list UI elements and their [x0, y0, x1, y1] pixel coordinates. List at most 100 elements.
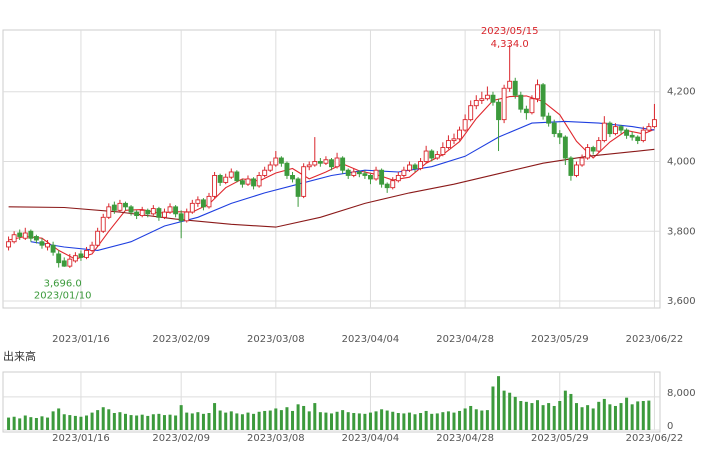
y-tick-label: 4,000	[667, 157, 696, 168]
candle-body	[95, 230, 101, 246]
volume-bar	[23, 415, 27, 430]
candle-body	[613, 126, 618, 135]
volume-bar	[558, 401, 562, 430]
candle-body	[234, 171, 240, 182]
candle-body	[574, 164, 579, 176]
volume-bar	[263, 410, 267, 430]
candle-body	[462, 119, 468, 131]
volume-bar	[51, 411, 55, 430]
volume-bar	[330, 413, 333, 430]
candle-body	[267, 164, 273, 171]
candle-body	[150, 208, 156, 215]
candle-body	[290, 175, 295, 180]
x-tick-label: 2023/02/09	[152, 433, 210, 444]
candle-body	[423, 150, 429, 162]
candle-body	[546, 115, 552, 124]
candle-body	[128, 206, 134, 213]
candle-body	[640, 129, 646, 142]
annotation-value: 4,334.0	[491, 39, 529, 50]
candle-body	[551, 122, 557, 135]
candle-body	[56, 253, 62, 264]
candle-body	[61, 260, 67, 267]
volume-bar	[636, 401, 640, 430]
candle-body	[429, 150, 435, 159]
candle-body	[512, 80, 518, 96]
candle-body	[306, 164, 312, 168]
volume-bar	[257, 411, 261, 430]
candle-body	[406, 164, 412, 171]
volume-bar	[57, 408, 61, 430]
candle-body	[50, 244, 56, 253]
candle-body	[507, 80, 513, 89]
candle-body	[178, 213, 184, 222]
volume-bar	[168, 414, 172, 430]
candle-body	[635, 136, 641, 142]
volume-bar	[541, 405, 545, 430]
candle-body	[11, 234, 17, 243]
candle-body	[373, 169, 379, 180]
candle-body	[518, 94, 524, 110]
volume-bar	[597, 401, 601, 430]
candle-body	[273, 157, 279, 166]
candle-body	[111, 204, 117, 211]
candle-body	[33, 236, 39, 241]
candle-body	[540, 84, 546, 117]
volume-bar	[129, 415, 133, 430]
candle-body	[156, 208, 162, 218]
volume-bar	[90, 412, 94, 430]
volume-bar	[112, 413, 116, 430]
volume-bar	[135, 415, 139, 430]
volume-bar	[513, 396, 517, 430]
volume-bar	[563, 390, 567, 430]
x-tick-label: 2023/05/29	[531, 433, 589, 444]
volume-bar	[96, 410, 100, 430]
volume-bar	[218, 410, 222, 430]
candle-body	[334, 157, 340, 168]
candle-body	[468, 105, 474, 121]
volume-bar	[363, 413, 367, 430]
volume-bar	[285, 407, 289, 430]
volume-bar	[46, 417, 50, 430]
candle-body	[451, 138, 457, 142]
volume-bar	[318, 412, 322, 430]
volume-bar	[452, 412, 456, 430]
candle-body	[312, 161, 318, 166]
volume-bar	[246, 412, 250, 430]
candle-body	[412, 164, 418, 169]
volume-bar	[508, 392, 512, 430]
volume-bar	[313, 403, 317, 430]
volume-bar	[179, 405, 183, 430]
volume-bar	[469, 405, 473, 430]
volume-bar	[485, 410, 489, 430]
candle-body	[624, 129, 630, 136]
candle-body	[618, 126, 624, 131]
candle-body	[123, 202, 128, 208]
candle-body	[368, 175, 373, 180]
volume-bar	[385, 410, 389, 430]
volume-bar	[497, 376, 501, 430]
volume-bar	[40, 416, 44, 430]
candle-body	[434, 154, 440, 159]
volume-bar	[435, 413, 439, 430]
volume-bar	[229, 411, 233, 430]
candle-body	[212, 175, 218, 197]
volume-bar	[524, 401, 528, 430]
candle-body	[351, 171, 357, 176]
candle-body	[173, 206, 179, 215]
volume-bar	[291, 410, 295, 430]
candle-body	[295, 178, 301, 197]
candle-body	[72, 255, 78, 262]
volume-bar	[419, 413, 423, 430]
annotation-value: 3,696.0	[44, 279, 82, 290]
volume-bar	[602, 398, 606, 430]
candle-body	[585, 147, 591, 159]
candle-body	[39, 241, 45, 246]
candle-body	[568, 157, 574, 176]
volume-bar	[279, 410, 283, 430]
candle-body	[651, 119, 657, 128]
volume-bar	[630, 404, 634, 430]
volume-bar	[146, 415, 150, 430]
volume-bar	[474, 409, 478, 430]
x-tick-label: 2023/06/22	[626, 334, 684, 345]
candle-body	[445, 140, 451, 148]
